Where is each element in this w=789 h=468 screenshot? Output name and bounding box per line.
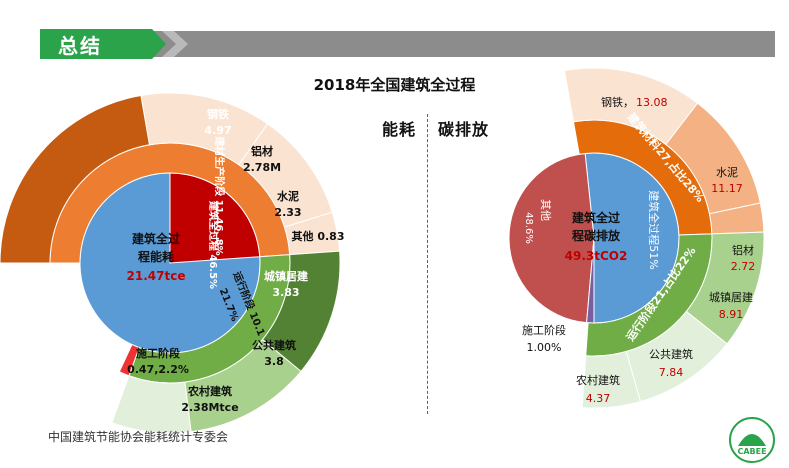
ring-construction <box>118 343 140 377</box>
energy-steel-value: 4.97 <box>204 124 231 137</box>
carbon-center-line2: 程碳排放 <box>572 228 621 243</box>
carbon-aluminum-value: 2.72 <box>731 260 756 273</box>
cabee-logo: CABEE <box>729 417 775 463</box>
carbon-building-label: 建筑全过程51% <box>647 190 661 269</box>
segment-农村建筑 <box>111 375 192 434</box>
carbon-public-name: 公共建筑 <box>649 347 693 361</box>
energy-aluminum-value: 2.78M <box>243 161 281 174</box>
carbon-inner-other <box>508 152 595 324</box>
carbon-segment-农村建筑 <box>581 350 642 409</box>
energy-other-label: 其他 0.83 <box>292 229 345 243</box>
energy-rural-value: 2.38Mtce <box>181 401 238 414</box>
carbon-urban-name: 城镇居建 <box>709 290 753 304</box>
energy-public-value: 3.8 <box>264 355 284 368</box>
carbon-label: 碳排放 <box>438 120 490 139</box>
energy-urban-name: 城镇居建 <box>264 269 309 283</box>
carbon-center-line1: 建筑全过 <box>571 210 620 225</box>
energy-cement-name: 水泥 <box>277 189 299 203</box>
energy-center-line1: 建筑全过 <box>131 231 180 246</box>
energy-urban-value: 3.83 <box>272 286 299 299</box>
energy-aluminum-name: 铝材 <box>251 144 273 158</box>
carbon-rural-name: 农村建筑 <box>576 373 620 387</box>
carbon-cement-name: 水泥 <box>716 166 738 179</box>
energy-center-line2: 程能耗 <box>138 249 174 264</box>
header-green-band <box>40 29 166 59</box>
carbon-cement-value: 11.17 <box>711 182 743 195</box>
energy-public-name: 公共建筑 <box>252 338 296 352</box>
energy-construction-value: 0.47,2.2% <box>127 363 189 376</box>
carbon-construction-name: 施工阶段 <box>522 323 566 337</box>
center-divider <box>427 114 428 414</box>
carbon-other-name: 其他 <box>539 199 552 221</box>
energy-rural-name: 农村建筑 <box>187 384 232 398</box>
carbon-construction-value: 1.00% <box>527 341 562 354</box>
energy-center-value: 21.47tce <box>127 269 186 283</box>
energy-cement-value: 2.33 <box>274 206 301 219</box>
footer-org: 中国建筑节能协会能耗统计专委会 <box>48 430 229 444</box>
carbon-steel-value: 13.08 <box>636 96 668 109</box>
energy-label: 能耗 <box>382 120 417 139</box>
header-bar <box>40 29 775 59</box>
energy-steel-name: 钢铁 <box>207 107 229 121</box>
carbon-steel-name: 钢铁， <box>601 96 634 109</box>
header-title: 总结 <box>58 34 102 58</box>
carbon-other-value: 48.6% <box>523 212 534 244</box>
logo-text: CABEE <box>737 447 766 456</box>
carbon-center-value: 49.3tCO2 <box>565 249 628 263</box>
header-chevron <box>162 31 188 57</box>
carbon-aluminum-name: 铝材 <box>732 243 754 257</box>
energy-production-pct: 建筑全过程 46.5% <box>207 200 220 289</box>
energy-production-stage: 建材生产阶段 11.46, 8% <box>213 135 226 255</box>
carbon-public-value: 7.84 <box>659 366 684 379</box>
carbon-urban-value: 8.91 <box>719 308 744 321</box>
main-title: 2018年全国建筑全过程 <box>313 76 476 94</box>
carbon-rural-value: 4.37 <box>586 392 611 405</box>
energy-construction-name: 施工阶段 <box>136 346 180 360</box>
